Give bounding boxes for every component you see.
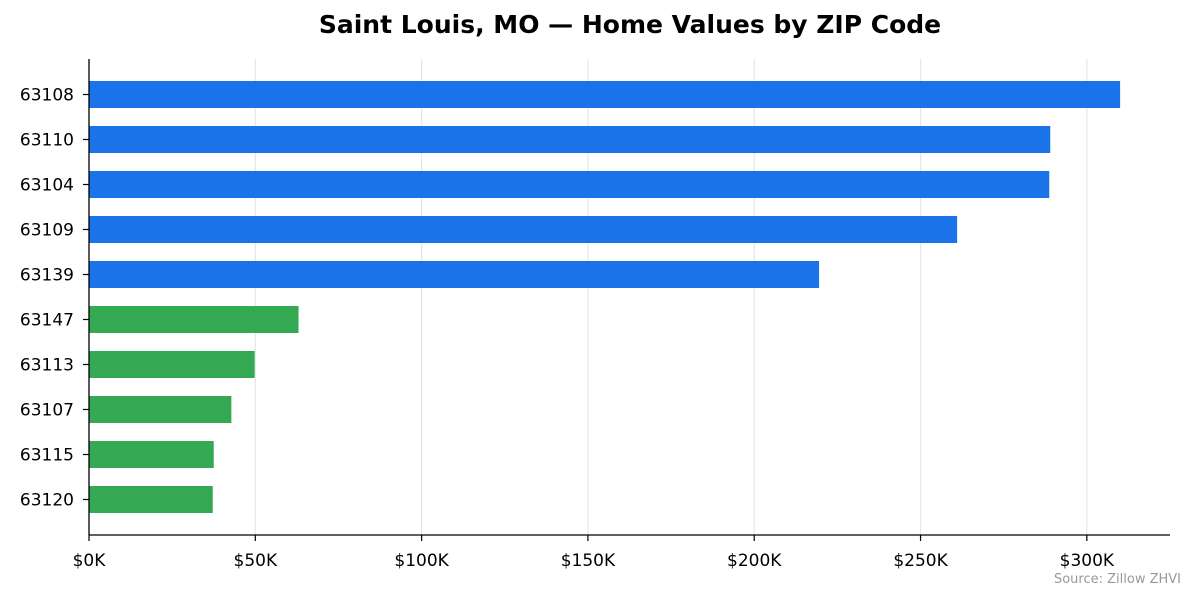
x-tick-label: $150K xyxy=(561,551,616,571)
bar-63115 xyxy=(89,441,214,468)
y-tick-label-63109: 63109 xyxy=(20,221,74,241)
bar-63109 xyxy=(89,216,958,243)
y-tick-label-63110: 63110 xyxy=(20,131,74,151)
bar-63139 xyxy=(89,261,820,288)
source-note: Source: Zillow ZHVI xyxy=(1053,572,1181,587)
y-tick-label-63107: 63107 xyxy=(20,401,74,421)
x-tick-label: $50K xyxy=(234,551,278,571)
y-tick-label-63104: 63104 xyxy=(20,176,74,196)
y-tick-label-63108: 63108 xyxy=(20,86,74,106)
x-tick-label: $300K xyxy=(1060,551,1115,571)
y-tick-label-63139: 63139 xyxy=(20,266,74,286)
x-tick-label: $200K xyxy=(727,551,782,571)
bar-63113 xyxy=(89,351,255,378)
bar-63120 xyxy=(89,486,213,513)
x-tick-label: $250K xyxy=(893,551,948,571)
bar-63110 xyxy=(89,126,1051,153)
x-tick-label: $100K xyxy=(394,551,449,571)
y-tick-label-63115: 63115 xyxy=(20,446,74,466)
axes xyxy=(88,59,1170,536)
y-tick-label-63120: 63120 xyxy=(20,491,74,511)
y-tick-label-63113: 63113 xyxy=(20,356,74,376)
bar-63108 xyxy=(89,81,1121,108)
bars xyxy=(89,81,1121,513)
y-tick-label-63147: 63147 xyxy=(20,311,74,331)
bar-63104 xyxy=(89,171,1050,198)
ticks: $0K $50K $100K $150K $200K $250K $300K 63108 631… xyxy=(20,86,1115,572)
bar-63107 xyxy=(89,396,232,423)
x-tick-label: $0K xyxy=(73,551,107,571)
chart-title: Saint Louis, MO — Home Values by ZIP Cod… xyxy=(318,10,942,39)
bar-63147 xyxy=(89,306,299,333)
